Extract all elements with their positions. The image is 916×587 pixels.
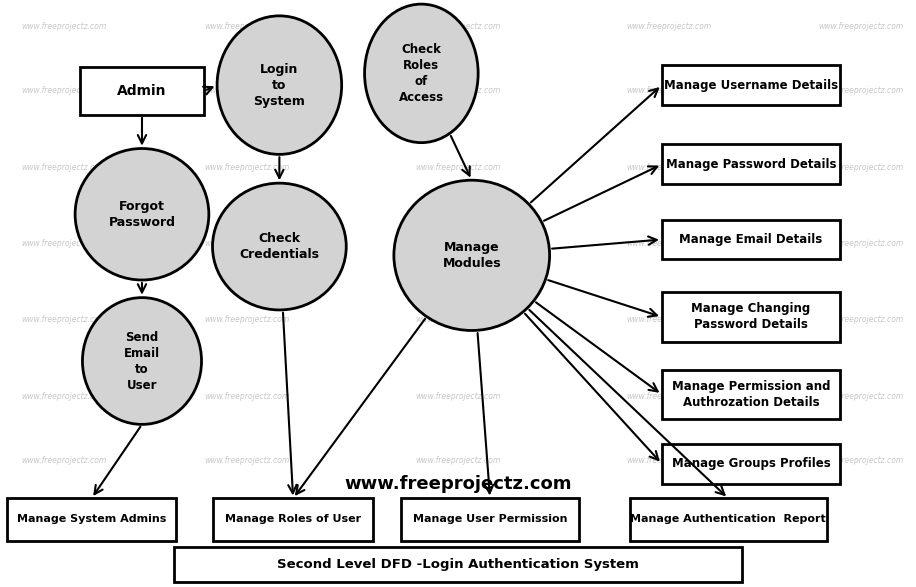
Text: Admin: Admin [117,84,167,98]
Text: Second Level DFD -Login Authentication System: Second Level DFD -Login Authentication S… [277,558,639,571]
Text: www.freeprojectz.com: www.freeprojectz.com [415,86,501,96]
Bar [661,292,841,342]
Text: www.freeprojectz.com: www.freeprojectz.com [415,456,501,465]
Text: www.freeprojectz.com: www.freeprojectz.com [204,456,290,465]
Bar [80,67,203,115]
Ellipse shape [82,298,202,424]
Text: www.freeprojectz.com: www.freeprojectz.com [21,456,107,465]
Text: www.freeprojectz.com: www.freeprojectz.com [204,163,290,172]
Text: www.freeprojectz.com: www.freeprojectz.com [204,392,290,401]
Text: Forgot
Password: Forgot Password [108,200,176,229]
Text: Check
Roles
of
Access: Check Roles of Access [398,43,444,104]
Text: www.freeprojectz.com: www.freeprojectz.com [818,315,904,325]
Text: www.freeprojectz.com: www.freeprojectz.com [818,163,904,172]
Text: www.freeprojectz.com: www.freeprojectz.com [818,239,904,248]
Text: Manage Username Details: Manage Username Details [664,79,838,92]
Text: www.freeprojectz.com: www.freeprojectz.com [415,239,501,248]
Bar [661,65,841,105]
Text: Manage Permission and
Authrozation Details: Manage Permission and Authrozation Detai… [671,380,831,409]
Bar [174,547,742,582]
Text: www.freeprojectz.com: www.freeprojectz.com [415,163,501,172]
Text: www.freeprojectz.com: www.freeprojectz.com [204,239,290,248]
Text: www.freeprojectz.com: www.freeprojectz.com [21,315,107,325]
Bar [661,144,841,184]
Text: Manage Email Details: Manage Email Details [680,233,823,246]
Bar [661,370,841,419]
Bar [213,498,374,541]
Text: www.freeprojectz.com: www.freeprojectz.com [415,22,501,31]
Bar [661,444,841,484]
Text: www.freeprojectz.com: www.freeprojectz.com [626,392,712,401]
Text: Manage Password Details: Manage Password Details [666,158,836,171]
Text: Manage Changing
Password Details: Manage Changing Password Details [692,302,811,332]
Text: Manage User Permission: Manage User Permission [413,514,567,525]
Text: www.freeprojectz.com: www.freeprojectz.com [818,456,904,465]
Text: www.freeprojectz.com: www.freeprojectz.com [204,86,290,96]
Text: www.freeprojectz.com: www.freeprojectz.com [626,239,712,248]
Text: www.freeprojectz.com: www.freeprojectz.com [415,392,501,401]
Bar [630,498,826,541]
Text: www.freeprojectz.com: www.freeprojectz.com [415,315,501,325]
Text: www.freeprojectz.com: www.freeprojectz.com [818,392,904,401]
Ellipse shape [365,4,478,143]
Text: www.freeprojectz.com: www.freeprojectz.com [626,22,712,31]
Text: www.freeprojectz.com: www.freeprojectz.com [204,315,290,325]
Bar [661,220,841,259]
Bar [401,498,580,541]
Text: www.freeprojectz.com: www.freeprojectz.com [626,86,712,96]
Text: www.freeprojectz.com: www.freeprojectz.com [344,475,572,493]
Text: Manage System Admins: Manage System Admins [16,514,167,525]
Ellipse shape [213,183,346,310]
Text: www.freeprojectz.com: www.freeprojectz.com [818,22,904,31]
Bar [7,498,176,541]
Ellipse shape [394,180,550,330]
Ellipse shape [217,16,342,154]
Text: www.freeprojectz.com: www.freeprojectz.com [818,86,904,96]
Ellipse shape [75,149,209,280]
Text: Send
Email
to
User: Send Email to User [124,330,160,392]
Text: www.freeprojectz.com: www.freeprojectz.com [21,22,107,31]
Text: www.freeprojectz.com: www.freeprojectz.com [626,163,712,172]
Text: www.freeprojectz.com: www.freeprojectz.com [21,163,107,172]
Text: Manage Roles of User: Manage Roles of User [225,514,361,525]
Text: www.freeprojectz.com: www.freeprojectz.com [21,239,107,248]
Text: www.freeprojectz.com: www.freeprojectz.com [626,456,712,465]
Text: Manage Groups Profiles: Manage Groups Profiles [671,457,831,470]
Text: www.freeprojectz.com: www.freeprojectz.com [21,86,107,96]
Text: www.freeprojectz.com: www.freeprojectz.com [204,22,290,31]
Text: Manage Authentication  Report: Manage Authentication Report [630,514,826,525]
Text: Login
to
System: Login to System [254,63,305,107]
Text: Check
Credentials: Check Credentials [239,232,320,261]
Text: Manage
Modules: Manage Modules [442,241,501,270]
Text: www.freeprojectz.com: www.freeprojectz.com [626,315,712,325]
Text: www.freeprojectz.com: www.freeprojectz.com [21,392,107,401]
